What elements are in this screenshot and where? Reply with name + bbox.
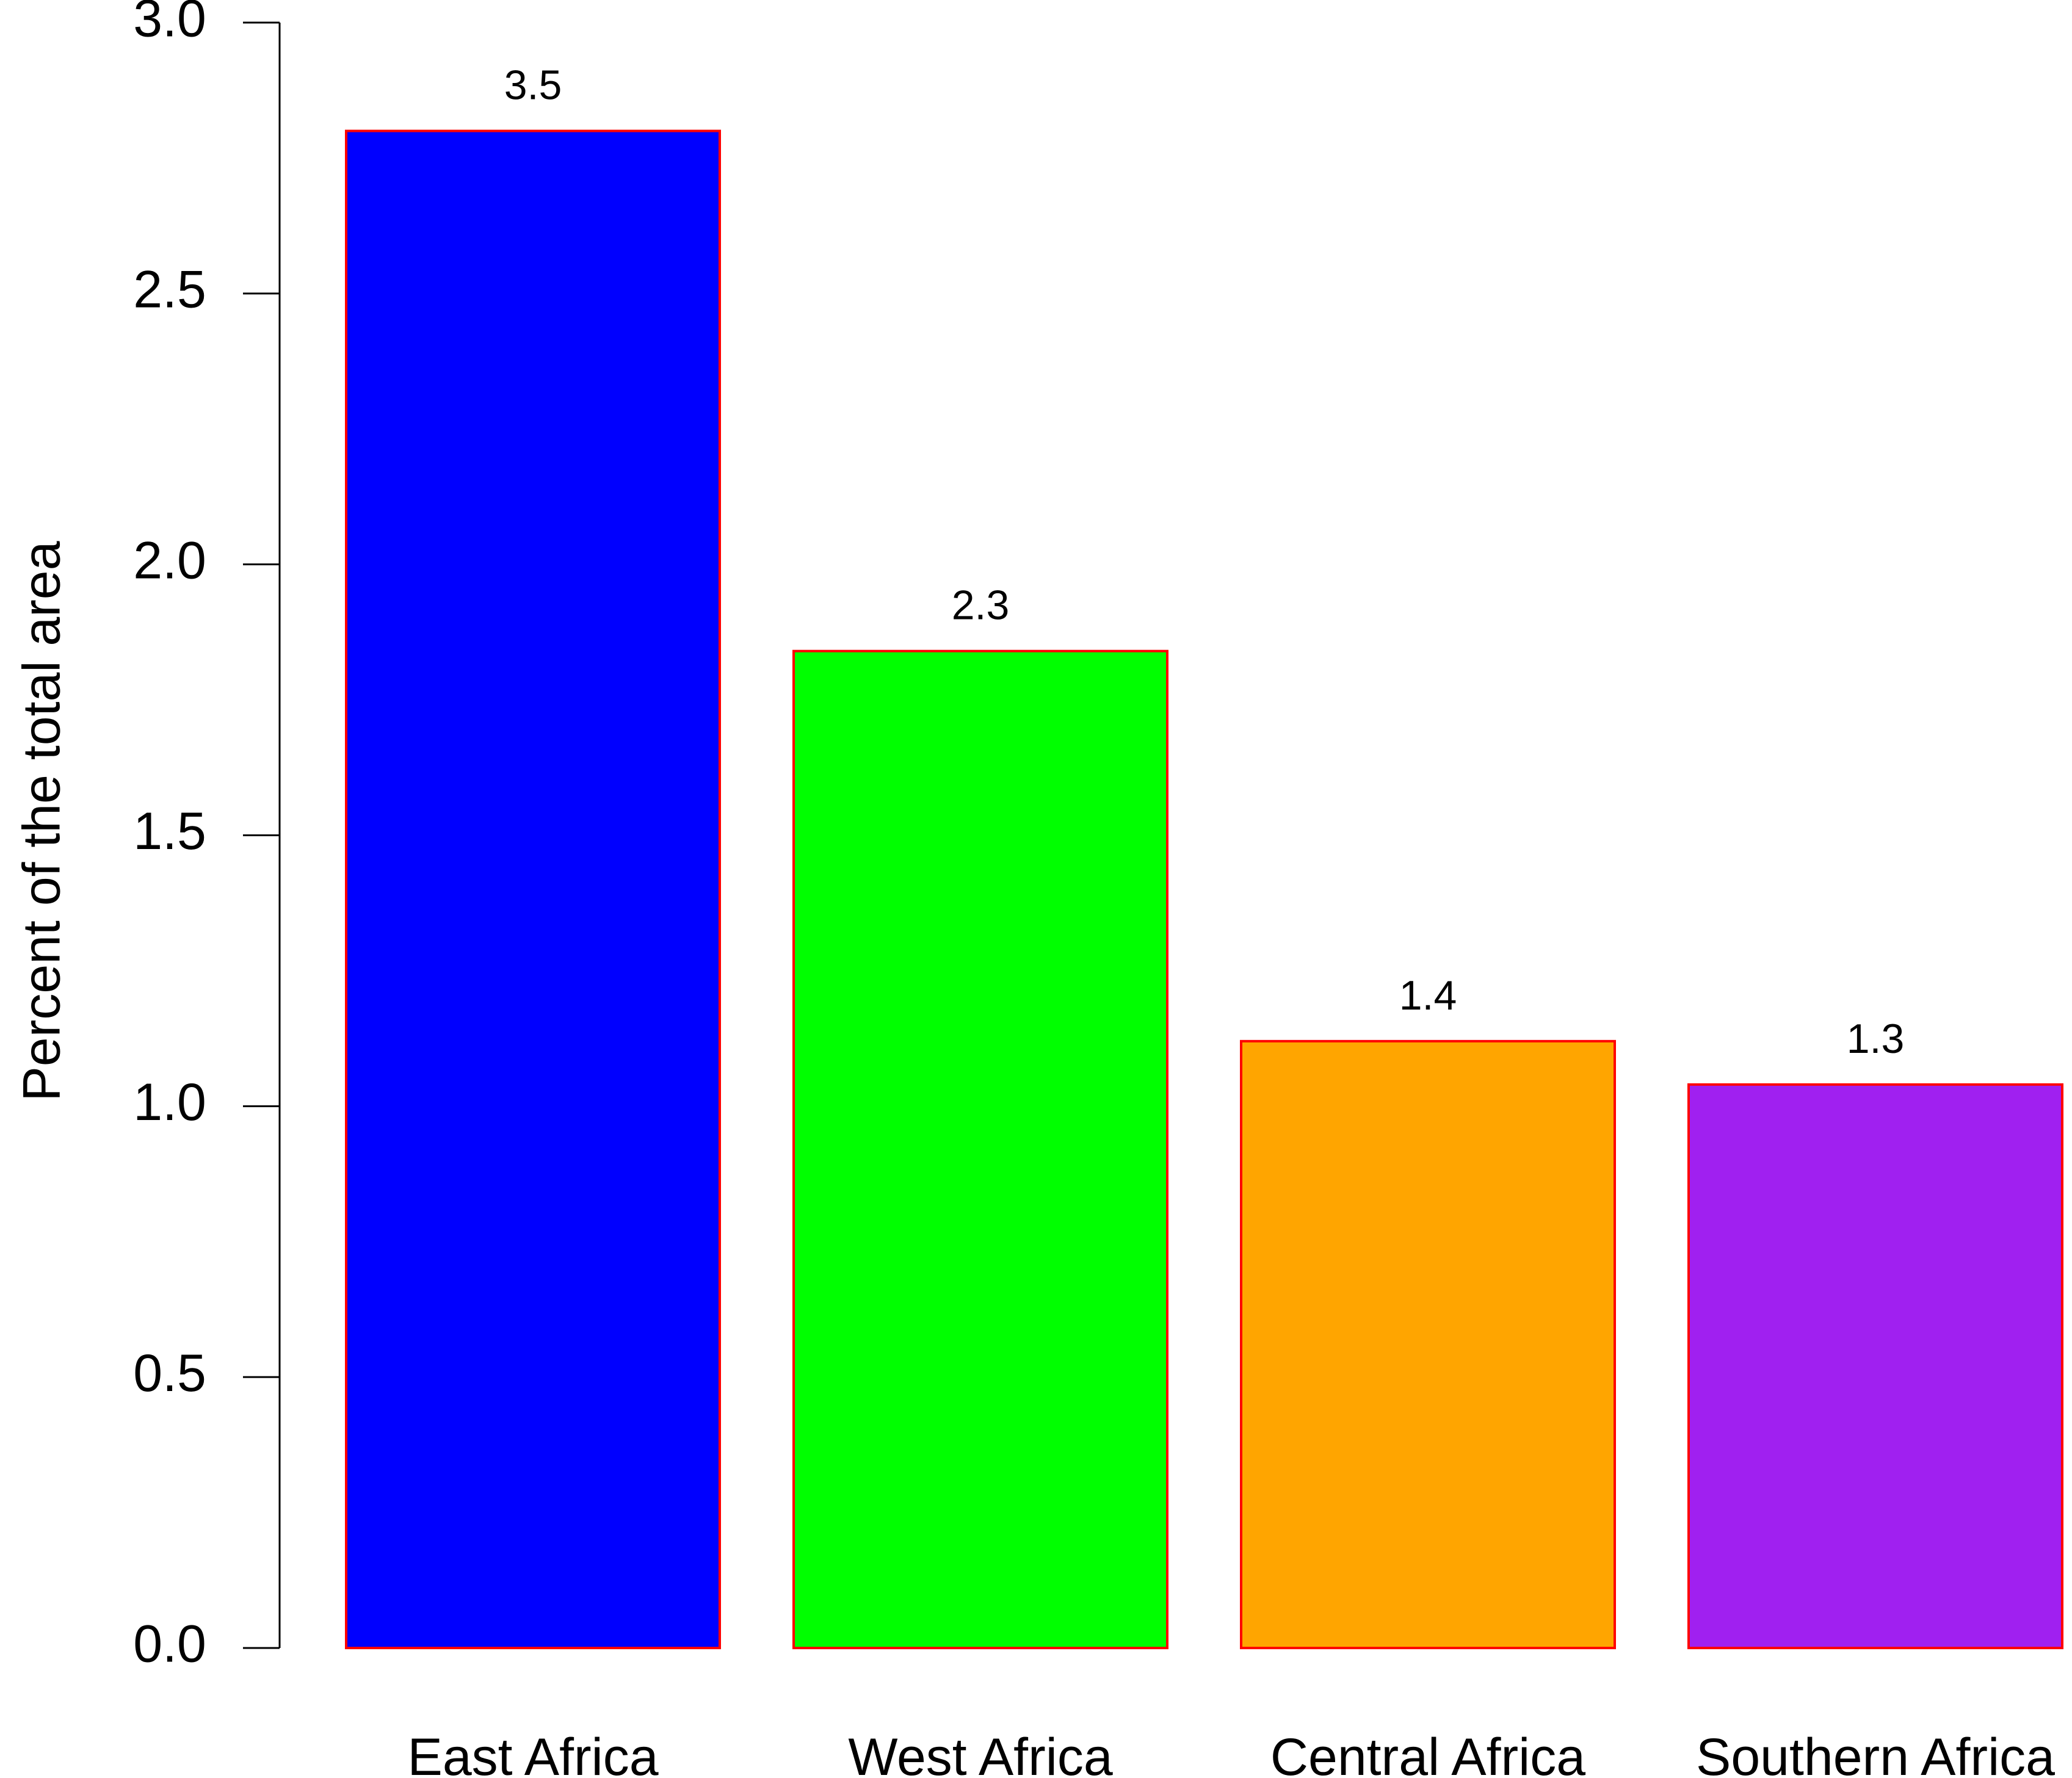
y-tick-label: 2.0 bbox=[133, 531, 206, 590]
bar bbox=[1240, 1039, 1616, 1649]
bars bbox=[345, 129, 2063, 1649]
data-label: 2.3 bbox=[952, 582, 1010, 629]
y-tick-label: 1.5 bbox=[133, 802, 206, 861]
y-tick-label: 1.0 bbox=[133, 1073, 206, 1132]
x-tick-label: Central Africa bbox=[1270, 1728, 1585, 1778]
x-tick-label: West Africa bbox=[848, 1728, 1112, 1778]
y-tick-label: 3.0 bbox=[133, 0, 206, 48]
bar bbox=[345, 129, 721, 1649]
bar bbox=[1687, 1083, 2063, 1649]
y-tick-label: 2.5 bbox=[133, 261, 206, 319]
y-tick-label: 0.5 bbox=[133, 1344, 206, 1403]
bar bbox=[792, 649, 1168, 1649]
data-labels: 3.5 2.3 1.4 1.3 bbox=[504, 62, 1905, 1062]
data-label: 1.4 bbox=[1399, 972, 1457, 1019]
data-label: 1.3 bbox=[1847, 1016, 1905, 1062]
y-axis: 0.0 0.5 1.0 1.5 2.0 2.5 3.0 bbox=[133, 0, 281, 1674]
x-tick-label: Southern Africa bbox=[1696, 1728, 2055, 1778]
y-axis-title: Percent of the total area bbox=[13, 541, 71, 1101]
data-label: 3.5 bbox=[504, 62, 562, 109]
y-tick-label: 0.0 bbox=[133, 1615, 206, 1674]
x-tick-label: East Africa bbox=[407, 1728, 658, 1778]
category-labels: East Africa West Africa Central Africa Sout… bbox=[407, 1728, 2055, 1778]
